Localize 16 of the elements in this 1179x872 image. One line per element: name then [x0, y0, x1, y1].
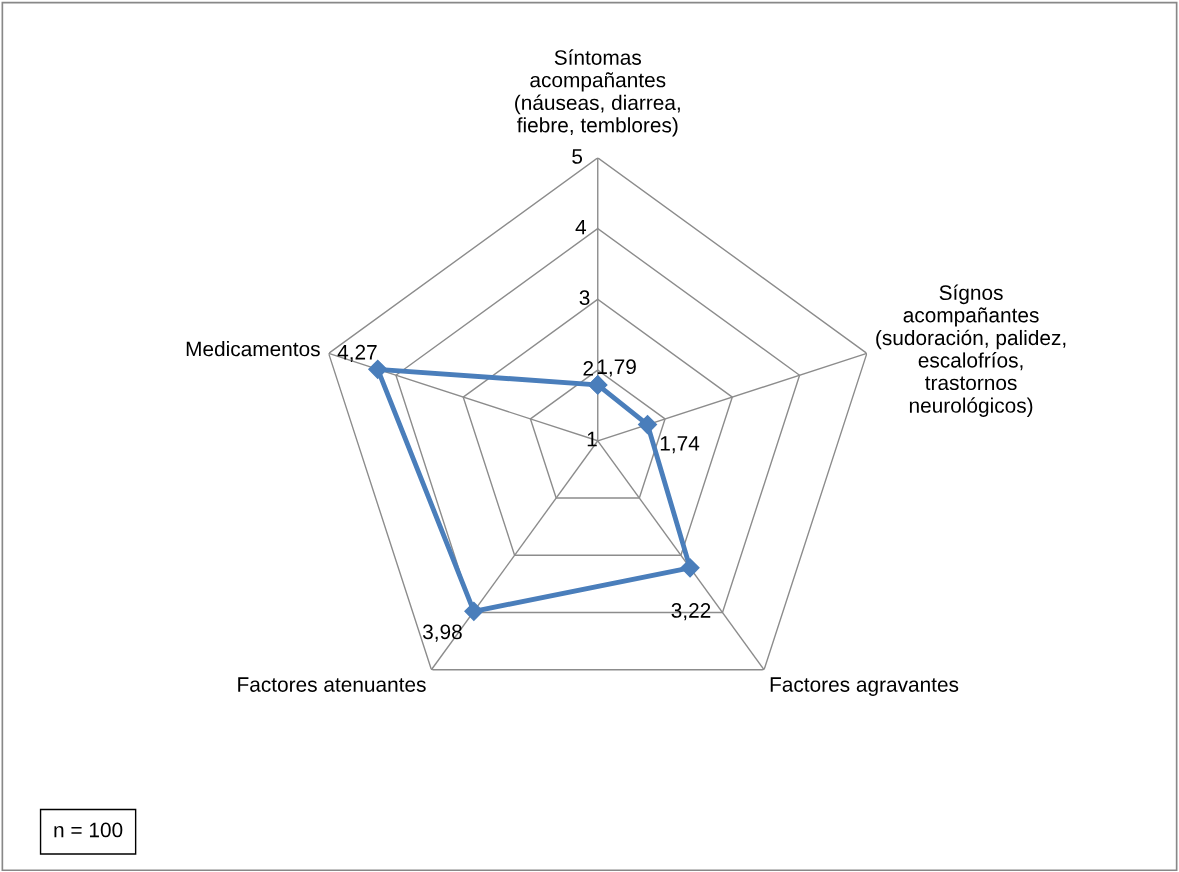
- spoke-label: Medicamentos: [186, 341, 320, 357]
- spoke-label: Factores atenuantes: [238, 677, 426, 692]
- data-label: 4,27: [337, 344, 377, 363]
- spoke-label: Factores agravantes: [770, 677, 959, 696]
- spoke-label: Síntomas acompañantes (náuseas, diarrea, fiebre, temblores): [515, 49, 680, 137]
- text: n = 100: [54, 822, 123, 838]
- data-label: 1,79: [597, 359, 636, 377]
- y-tick-label: 5: [572, 149, 583, 164]
- y-tick-label: 1: [587, 431, 597, 447]
- data-label: 3,22: [671, 603, 711, 621]
- spoke-label: Sígnos acompañantes (sudoración, palidez, escalofríos, trastornos neurológicos): [876, 284, 1066, 417]
- y-tick-label: 4: [575, 219, 587, 235]
- y-tick-label: 2: [583, 360, 594, 376]
- data-label: 3,98: [422, 624, 462, 642]
- y-tick-label: 3: [579, 290, 590, 306]
- data-label: 1,74: [660, 436, 700, 454]
